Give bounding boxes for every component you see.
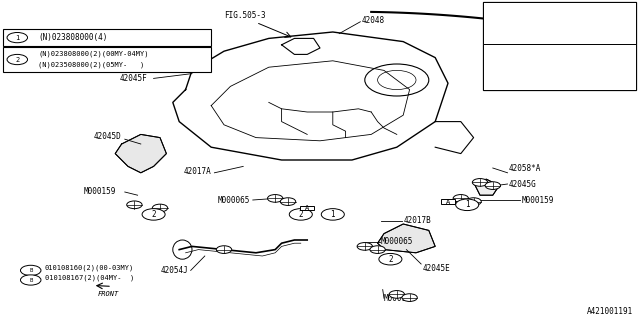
Text: 42048: 42048	[362, 16, 385, 25]
Text: FRONT: FRONT	[98, 291, 120, 297]
Text: 2: 2	[298, 210, 303, 219]
Text: 1: 1	[330, 210, 335, 219]
Text: 1: 1	[15, 35, 19, 41]
Bar	[300, 205, 314, 211]
Circle shape	[7, 54, 28, 65]
Text: (N)023808000(4): (N)023808000(4)	[38, 33, 108, 42]
Bar	[3, 29, 211, 46]
Circle shape	[7, 33, 28, 43]
Text: B: B	[29, 268, 33, 273]
Circle shape	[453, 195, 468, 202]
Text: 42045G: 42045G	[509, 180, 536, 188]
Text: M000159: M000159	[384, 294, 417, 303]
Circle shape	[142, 209, 165, 220]
Text: 42058*A: 42058*A	[509, 164, 541, 172]
Text: 42045D: 42045D	[94, 132, 122, 140]
Bar	[483, 2, 636, 90]
Text: 2: 2	[15, 57, 19, 62]
Circle shape	[466, 198, 481, 205]
Text: A: A	[305, 205, 309, 211]
Circle shape	[127, 201, 142, 209]
Bar	[441, 199, 455, 204]
Text: ⚠ WARNING: ⚠ WARNING	[537, 7, 582, 16]
Text: 42017A: 42017A	[184, 167, 211, 176]
Circle shape	[456, 199, 479, 211]
Polygon shape	[115, 134, 166, 173]
Circle shape	[370, 246, 385, 253]
Text: A421001191: A421001191	[588, 308, 634, 316]
Text: 010108167(2)(04MY-  ): 010108167(2)(04MY- )	[45, 274, 134, 281]
Circle shape	[485, 182, 500, 189]
Text: 2: 2	[388, 255, 393, 264]
Text: 42045E: 42045E	[422, 264, 450, 273]
Text: M000159: M000159	[83, 188, 116, 196]
Text: M000065: M000065	[217, 196, 250, 204]
Text: 2: 2	[151, 210, 156, 219]
Circle shape	[389, 291, 404, 298]
Text: (N)023808000(2)(00MY-04MY): (N)023808000(2)(00MY-04MY)	[38, 51, 149, 57]
Text: M000065: M000065	[381, 237, 413, 246]
Bar	[483, 44, 636, 90]
Polygon shape	[474, 179, 499, 195]
Text: 42045F: 42045F	[120, 74, 147, 83]
Text: 42054J: 42054J	[161, 266, 189, 275]
Text: 010108160(2)(00-03MY): 010108160(2)(00-03MY)	[45, 265, 134, 271]
Circle shape	[357, 243, 372, 250]
Text: B: B	[29, 277, 33, 283]
Circle shape	[216, 246, 232, 253]
Text: A: A	[446, 199, 450, 204]
Bar	[3, 47, 211, 72]
Circle shape	[472, 179, 488, 186]
Circle shape	[268, 195, 283, 202]
Circle shape	[289, 209, 312, 220]
Circle shape	[321, 209, 344, 220]
Circle shape	[20, 265, 41, 276]
Polygon shape	[378, 224, 435, 253]
Circle shape	[402, 294, 417, 301]
Bar	[483, 2, 636, 44]
Circle shape	[379, 253, 402, 265]
Text: (N)023508000(2)(05MY-   ): (N)023508000(2)(05MY- )	[38, 62, 145, 68]
Circle shape	[152, 204, 168, 212]
Ellipse shape	[173, 240, 192, 259]
Circle shape	[20, 275, 41, 285]
Text: FIG.505-3: FIG.505-3	[224, 11, 266, 20]
Text: 42017B: 42017B	[403, 216, 431, 225]
Text: 1: 1	[465, 200, 470, 209]
Circle shape	[280, 198, 296, 205]
Text: M000159: M000159	[522, 196, 554, 204]
Text: ⚠ AVERTISSEMENT: ⚠ AVERTISSEMENT	[525, 47, 594, 56]
